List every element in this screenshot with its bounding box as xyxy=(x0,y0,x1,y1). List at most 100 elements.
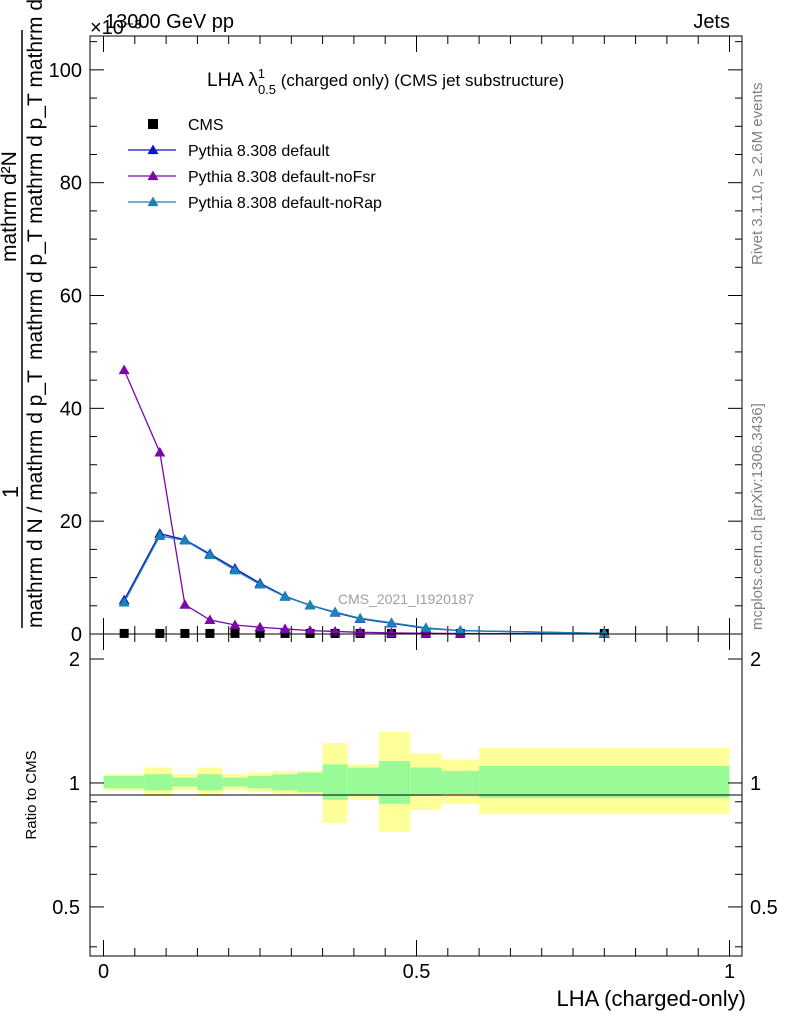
data-point xyxy=(205,628,215,638)
data-point xyxy=(230,628,240,638)
legend-item: Pythia 8.308 default xyxy=(128,143,330,160)
mcplots-label: mcplots.cern.ch [arXiv:1306.3436] xyxy=(749,403,766,630)
main-panel: 0 20 40 60 80 100 CMS_2021_I1920187 LHA λ1 0.5… xyxy=(49,35,743,646)
legend-label: Pythia 8.308 default-noRap xyxy=(188,195,382,212)
inner-band-bin xyxy=(378,761,411,804)
series-pythia-8-308-default-norap xyxy=(118,530,610,638)
y-tick-label: 40 xyxy=(60,398,82,420)
legend: CMS Pythia 8.308 default Pythia 8.308 defa… xyxy=(128,117,382,212)
inner-band-bin xyxy=(197,774,223,791)
data-point xyxy=(420,627,432,638)
legend-label: Pythia 8.308 default xyxy=(188,143,330,160)
main-y-axis: 0 20 40 60 80 100 xyxy=(49,41,742,646)
ratio-bands xyxy=(103,731,730,833)
inner-band-bin xyxy=(222,777,248,787)
x-axis-title: LHA (charged-only) xyxy=(556,986,746,1011)
data-point xyxy=(255,628,265,638)
x-tick-label: 0.5 xyxy=(403,961,431,983)
x-tick-label: 0 xyxy=(98,961,109,983)
legend-item: Pythia 8.308 default-noFsr xyxy=(128,169,376,186)
title-sup: 1 xyxy=(258,66,265,81)
data-point xyxy=(179,599,191,609)
inner-band-bin xyxy=(347,767,379,796)
inner-band-bin xyxy=(479,765,730,798)
data-point xyxy=(385,627,397,637)
title-sub: 0.5 xyxy=(258,82,276,97)
y-title-numerator: mathrm d²N xyxy=(0,151,21,262)
y-tick-label: 20 xyxy=(60,511,82,533)
inner-band-bin xyxy=(410,767,442,796)
inner-band-bin xyxy=(441,770,480,795)
data-point xyxy=(385,617,397,627)
data-point xyxy=(598,627,610,638)
data-point xyxy=(280,628,290,638)
chart-title: LHA λ1 0.5 (charged only) (CMS jet substr… xyxy=(207,66,564,97)
inner-band-bin xyxy=(247,775,273,789)
data-point xyxy=(329,606,341,617)
ratio-y-axis: 0.5 0.5 1 1 2 2 xyxy=(52,649,778,948)
ratio-x-axis: 0 0.5 1 xyxy=(98,634,735,983)
data-point xyxy=(180,628,190,638)
ratio-y-tick-label: 1 xyxy=(69,773,80,795)
data-point xyxy=(119,628,129,638)
ratio-y-tick-label-right: 1 xyxy=(750,773,761,795)
legend-item: CMS xyxy=(148,117,224,134)
data-point xyxy=(229,564,241,575)
inner-band-bin xyxy=(172,777,198,787)
inner-band-bin xyxy=(322,764,348,800)
legend-item: Pythia 8.308 default-noRap xyxy=(128,195,382,212)
main-x-axis xyxy=(103,36,730,634)
watermark: CMS_2021_I1920187 xyxy=(338,591,474,607)
data-point xyxy=(279,591,291,601)
inner-band-bin xyxy=(144,774,173,791)
data-point xyxy=(329,625,341,636)
data-point xyxy=(204,614,216,625)
ratio-y-tick-label: 2 xyxy=(69,649,80,671)
data-point xyxy=(229,619,241,630)
y-title-left: mathrm d N / mathrm d p_T xyxy=(24,370,47,628)
y-tick-label: 80 xyxy=(60,173,82,195)
data-point xyxy=(254,621,266,632)
y-title-denominator: mathrm d p_T mathrm d p_T mathrm d lambd… xyxy=(24,0,47,360)
data-point xyxy=(304,599,316,610)
category-label: Jets xyxy=(693,11,730,33)
legend-marker xyxy=(148,119,158,129)
data-point xyxy=(118,596,130,607)
main-y-axis-title: 1 mathrm d²N mathrm d p_T mathrm d p_T m… xyxy=(0,0,47,628)
data-point xyxy=(354,612,366,623)
legend-label: CMS xyxy=(188,117,224,134)
legend-marker xyxy=(147,144,159,155)
data-point xyxy=(154,446,166,457)
energy-label: 13000 GeV pp xyxy=(105,11,234,33)
title-rest: (charged only) (CMS jet substructure) xyxy=(276,71,564,90)
y-title-top: 1 xyxy=(0,486,23,498)
ratio-y-tick-label-right: 2 xyxy=(750,649,761,671)
title-main: LHA λ xyxy=(207,70,258,91)
data-point xyxy=(155,628,165,638)
exponent-label: ×10⁻³ xyxy=(90,17,141,39)
data-point xyxy=(154,530,166,540)
x-tick-label: 1 xyxy=(724,961,735,983)
data-point xyxy=(420,622,432,632)
ratio-y-tick-label: 0.5 xyxy=(52,897,80,919)
data-point xyxy=(454,625,466,635)
series-line xyxy=(123,535,605,635)
legend-marker xyxy=(147,170,159,181)
inner-band-bin xyxy=(297,772,323,793)
legend-marker xyxy=(147,196,159,207)
data-point xyxy=(304,625,316,635)
ratio-y-tick-label-right: 0.5 xyxy=(750,897,778,919)
rivet-label: Rivet 3.1.10, ≥ 2.6M events xyxy=(749,83,766,266)
inner-band-bin xyxy=(103,775,145,789)
legend-label: Pythia 8.308 default-noFsr xyxy=(188,169,376,186)
data-point xyxy=(254,578,266,589)
y-tick-label: 100 xyxy=(49,60,82,82)
data-point xyxy=(279,623,291,634)
y-tick-label: 60 xyxy=(60,286,82,308)
data-point xyxy=(204,549,216,560)
data-point xyxy=(118,364,130,375)
inner-band-bin xyxy=(272,774,298,791)
ratio-panel: 0.5 0.51 12 2 0 0.5 1 Ratio to CMS LHA (charg… xyxy=(23,633,778,1011)
data-point xyxy=(179,534,191,545)
